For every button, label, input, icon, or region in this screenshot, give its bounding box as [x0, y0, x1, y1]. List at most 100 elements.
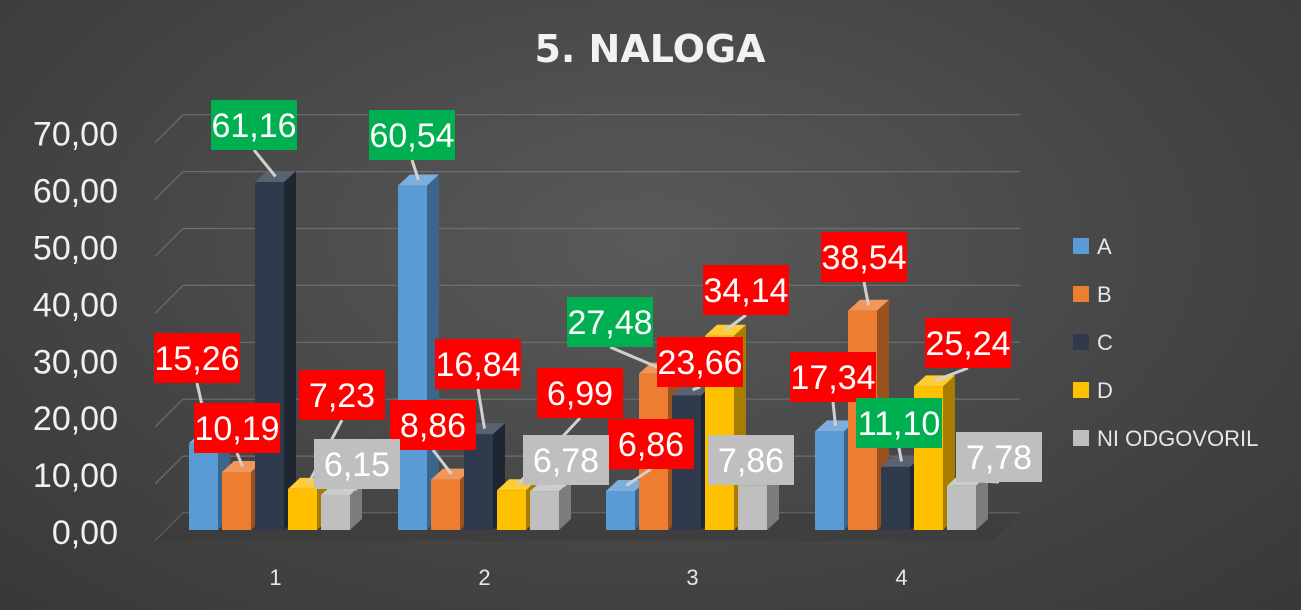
data-label: 10,19	[194, 403, 280, 453]
gridlines	[154, 114, 1020, 542]
data-label-box	[369, 110, 455, 160]
bar-side	[559, 480, 571, 530]
legend-item: A	[1073, 234, 1112, 259]
bar	[255, 170, 296, 530]
bar	[947, 474, 988, 530]
gridline	[154, 171, 1020, 201]
data-label-text: 25,24	[925, 325, 1010, 363]
data-label-text: 8,86	[400, 407, 466, 445]
bar-front	[431, 479, 460, 530]
bar-front	[606, 490, 635, 530]
leader-line	[862, 281, 870, 306]
bar-front	[497, 490, 526, 530]
y-tick-label: 20,00	[33, 400, 118, 438]
data-label-box	[567, 297, 653, 347]
x-tick-label: 4	[895, 565, 907, 590]
data-label: 6,15	[314, 439, 400, 489]
y-axis: 0,00 10,00 20,00 30,00 40,00 50,00 60,00 70,00	[33, 116, 118, 552]
legend-swatch	[1073, 430, 1089, 446]
chart-title: 5. NALOGA	[534, 27, 766, 71]
data-label-text: 7,23	[309, 377, 375, 415]
data-label-text: 7,86	[718, 442, 784, 480]
legend-item: C	[1073, 330, 1113, 355]
bar-front	[464, 434, 493, 530]
leader-line	[235, 452, 244, 468]
data-label: 11,10	[856, 398, 942, 448]
bar-front	[530, 491, 559, 530]
data-label-text: 34,14	[703, 272, 788, 310]
legend-item: B	[1073, 282, 1112, 307]
data-label: 7,23	[299, 370, 385, 420]
y-tick-label: 0,00	[52, 514, 118, 552]
bar	[321, 484, 362, 530]
leader-line	[724, 313, 747, 332]
bar-front	[222, 472, 251, 530]
gridline	[154, 114, 1020, 144]
data-label-box	[657, 337, 743, 387]
data-labels: 15,26 60,54 6,86 17,34 10,19 8,86 27,48 38,54 61…	[154, 100, 1042, 489]
bar-front	[881, 466, 910, 530]
bar	[530, 480, 571, 530]
data-label: 38,54	[821, 232, 907, 282]
y-tick-label: 50,00	[33, 230, 118, 268]
leader-line	[550, 483, 567, 488]
data-label-text: 61,16	[211, 107, 296, 145]
data-label: 7,78	[956, 432, 1042, 482]
x-tick-label: 3	[686, 565, 698, 590]
data-label-box	[790, 352, 876, 402]
leader-line	[431, 449, 453, 476]
data-label-box	[435, 339, 521, 389]
data-label: 27,48	[567, 297, 653, 347]
y-tick-label: 10,00	[33, 457, 118, 495]
data-label-text: 6,86	[618, 426, 684, 464]
data-label: 7,86	[708, 435, 794, 485]
data-label: 23,66	[657, 337, 743, 387]
x-axis: 1 2 3 4	[269, 565, 907, 590]
data-label: 6,78	[523, 435, 609, 485]
leader-line	[897, 447, 903, 462]
label-leader-lines	[195, 149, 1000, 492]
data-label: 8,86	[390, 400, 476, 450]
data-label-text: 10,19	[194, 410, 279, 448]
bar-front	[321, 495, 350, 530]
gridline	[154, 227, 1020, 257]
leader-line	[410, 159, 420, 181]
bar-side	[284, 170, 296, 530]
legend-item: NI ODGOVORIL	[1073, 426, 1258, 451]
bar-front	[947, 485, 976, 530]
leader-line	[341, 487, 358, 492]
data-label-box	[299, 370, 385, 420]
data-label: 60,54	[369, 110, 455, 160]
bar-front	[738, 485, 767, 530]
data-label-box	[956, 432, 1042, 482]
data-label-text: 17,34	[790, 359, 875, 397]
chart-floor	[155, 513, 1020, 541]
legend-label: A	[1097, 234, 1112, 259]
data-label: 25,24	[925, 318, 1011, 368]
data-label-box	[821, 232, 907, 282]
x-tick-label: 2	[478, 565, 490, 590]
bar-front	[398, 185, 427, 530]
data-label: 6,99	[537, 368, 623, 418]
leader-line	[625, 467, 652, 487]
data-label-text: 11,10	[858, 405, 941, 443]
data-label-text: 38,54	[821, 239, 906, 277]
data-label-box	[708, 435, 794, 485]
leader-line	[933, 366, 969, 383]
legend-label: D	[1097, 378, 1113, 403]
bar-front	[189, 443, 218, 530]
data-label-box	[925, 318, 1011, 368]
data-label: 15,26	[154, 333, 240, 383]
data-label-box	[390, 400, 476, 450]
data-label-text: 23,66	[657, 344, 742, 382]
leader-line	[609, 345, 661, 370]
legend-swatch	[1073, 334, 1089, 350]
data-label-box	[856, 398, 942, 448]
legend-label: NI ODGOVORIL	[1097, 426, 1258, 451]
data-label: 6,86	[608, 419, 694, 469]
data-label-box	[154, 333, 240, 383]
legend-swatch	[1073, 286, 1089, 302]
data-label-box	[194, 403, 280, 453]
data-label-box	[523, 435, 609, 485]
